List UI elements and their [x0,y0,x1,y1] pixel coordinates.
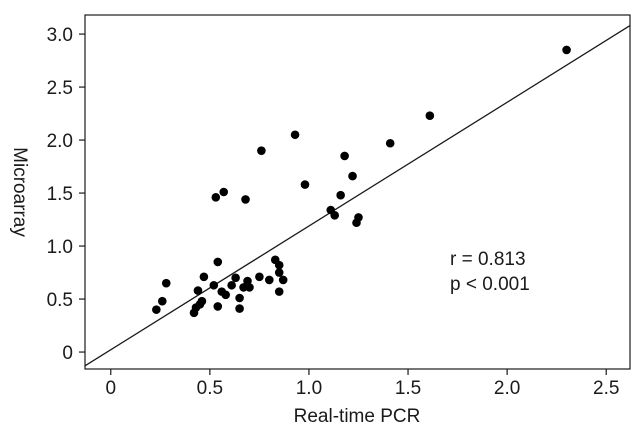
x-tick-label: 1.0 [296,378,322,399]
data-point [211,192,221,202]
x-tick-label: 0 [105,378,116,399]
plot-frame [84,14,631,370]
data-point [197,296,207,306]
y-tick-label: 1.5 [47,184,73,205]
y-tick-label: 0 [62,343,73,364]
reference-line [84,25,631,367]
p-value-annotation: p < 0.001 [450,274,530,295]
data-point [209,280,219,290]
y-tick-label: 0.5 [47,290,73,311]
data-point [330,211,340,220]
data-point [161,278,171,288]
data-point [425,111,435,120]
data-point [385,138,395,148]
y-axis-label: Microarray [9,147,30,237]
data-point [213,302,223,311]
x-tick-label: 1.5 [395,378,421,399]
data-point [157,296,167,306]
data-point [274,287,284,296]
data-point [562,45,571,55]
data-point [231,273,240,283]
y-tick-label: 2.5 [47,78,73,99]
data-point [239,283,248,292]
data-point [348,171,357,181]
data-point [152,305,161,314]
data-point [274,260,284,270]
data-point [300,180,310,189]
y-tick-label: 1.0 [47,237,73,258]
x-tick-label: 2.5 [593,378,619,399]
data-point [227,280,236,290]
correlation-r-annotation: r = 0.813 [450,249,526,270]
data-point [235,293,244,303]
data-point [274,268,284,277]
x-tick-label: 2.0 [494,378,520,399]
x-tick-label: 0.5 [197,378,223,399]
y-tick-label: 2.0 [47,131,73,152]
data-point [235,304,244,313]
data-point [290,130,300,140]
data-point [245,283,254,292]
data-point [336,190,345,200]
data-points [152,45,571,318]
y-axis-ticks: 0 0.5 1.0 1.5 2.0 2.5 3.0 [47,25,85,364]
data-point [278,275,288,285]
data-point [199,272,209,282]
x-axis-ticks: 0 0.5 1.0 1.5 2.0 2.5 [105,369,619,399]
data-point [265,275,274,285]
data-point [241,195,250,204]
data-point [354,213,363,222]
data-point [255,272,264,282]
data-point [340,151,349,161]
reference-line-layer [84,25,631,367]
data-point [213,257,223,267]
data-point [221,290,231,300]
data-point [219,187,229,197]
y-tick-label: 3.0 [47,25,73,46]
data-point [257,146,266,155]
data-point [193,286,203,295]
x-axis-label: Real-time PCR [294,406,421,427]
